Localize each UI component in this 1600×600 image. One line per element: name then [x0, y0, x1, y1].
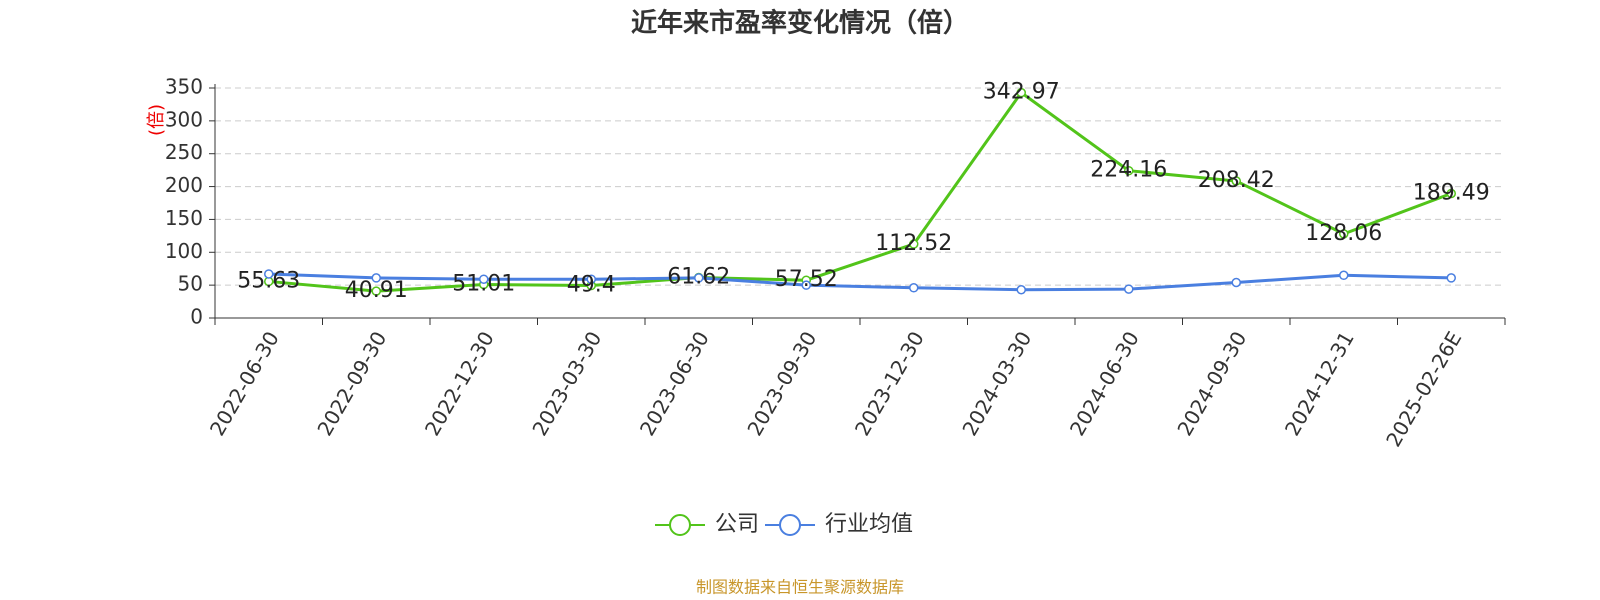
x-tick-label: 2025-02-26E	[1381, 327, 1466, 451]
data-point	[1339, 229, 1349, 239]
y-tick-label: 350	[165, 75, 203, 99]
x-tick-label: 2023-09-30	[742, 327, 821, 440]
y-tick-label: 250	[165, 140, 203, 164]
data-label: 55.63	[237, 268, 300, 293]
x-tick-label: 2024-03-30	[957, 327, 1036, 440]
legend-marker	[669, 514, 691, 536]
y-tick-label: 100	[165, 239, 203, 263]
data-point	[1339, 270, 1349, 281]
data-point	[694, 273, 704, 283]
legend-label: 行业均值	[825, 512, 913, 537]
data-point	[909, 239, 919, 249]
data-label: 61.62	[667, 265, 730, 290]
data-label: 189.49	[1413, 180, 1490, 205]
y-tick-label: 0	[190, 305, 203, 329]
data-point	[801, 280, 811, 290]
data-point	[371, 273, 381, 283]
data-point	[479, 274, 489, 284]
data-point	[1231, 277, 1241, 288]
x-tick-label: 2024-12-31	[1280, 327, 1359, 440]
data-label: 342.97	[983, 80, 1060, 105]
x-tick-label: 2023-06-30	[635, 327, 714, 440]
y-tick-label: 150	[165, 206, 203, 230]
y-tick-label: 200	[165, 173, 203, 197]
data-point	[1231, 176, 1241, 186]
x-tick-label: 2022-06-30	[205, 327, 284, 440]
data-point	[586, 274, 596, 284]
y-axis-label: (倍)	[146, 104, 167, 136]
data-point	[909, 283, 919, 293]
x-tick-label: 2024-09-30	[1172, 327, 1251, 440]
data-point	[1016, 284, 1026, 295]
data-label: 57.52	[775, 267, 838, 292]
data-point	[371, 286, 381, 296]
series-line	[268, 272, 1452, 292]
data-point	[1124, 284, 1134, 294]
chart-title: 近年来市盈率变化情况（倍）	[631, 8, 969, 39]
data-point	[1446, 273, 1456, 283]
x-tick-label: 2023-12-30	[850, 327, 929, 440]
data-label: 112.52	[875, 231, 952, 256]
x-tick-label: 2023-03-30	[527, 327, 606, 440]
x-tick-label: 2024-06-30	[1065, 327, 1144, 440]
data-label: 51.01	[452, 271, 515, 296]
source-note: 制图数据来自恒生聚源数据库	[696, 578, 904, 597]
data-point	[1124, 165, 1134, 176]
data-label: 40.91	[345, 278, 408, 303]
data-label: 128.06	[1305, 221, 1382, 246]
x-tick-label: 2022-12-30	[420, 327, 499, 440]
data-point	[1446, 188, 1456, 199]
data-label: 49.4	[567, 273, 616, 298]
data-label: 224.16	[1090, 158, 1167, 183]
data-point	[1016, 87, 1026, 98]
y-tick-label: 50	[178, 272, 203, 296]
data-label: 208.42	[1198, 168, 1275, 193]
x-tick-label: 2022-09-30	[312, 327, 391, 440]
legend-label: 公司	[715, 512, 759, 537]
y-tick-label: 300	[165, 107, 203, 131]
legend-marker	[779, 514, 801, 536]
series-line	[268, 90, 1452, 293]
data-point	[264, 269, 274, 279]
